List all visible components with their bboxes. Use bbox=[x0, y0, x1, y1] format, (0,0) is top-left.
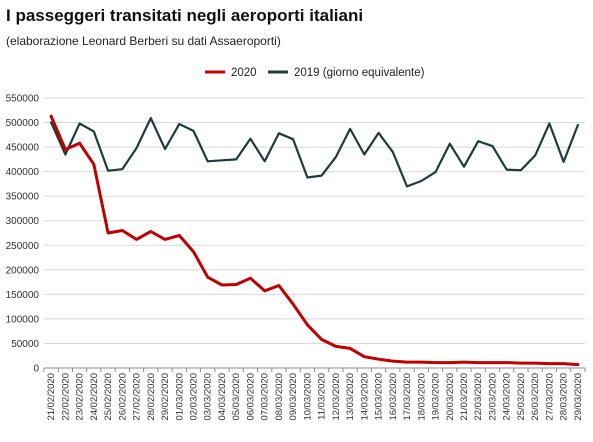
series-line-2020 bbox=[49, 114, 580, 367]
y-tick-label: 350000 bbox=[6, 192, 40, 203]
y-tick-label: 200000 bbox=[6, 265, 40, 276]
x-tick-label: 21/02/2020 bbox=[46, 373, 57, 421]
x-tick-label: 29/03/2020 bbox=[573, 373, 584, 421]
y-tick-label: 550000 bbox=[6, 94, 40, 105]
x-tick-label: 18/03/2020 bbox=[416, 373, 427, 421]
x-tick-label: 03/03/2020 bbox=[203, 373, 214, 421]
x-tick-label: 14/03/2020 bbox=[359, 373, 370, 421]
x-tick-label: 28/03/2020 bbox=[559, 373, 570, 421]
x-tick-label: 06/03/2020 bbox=[245, 373, 256, 421]
y-tick-label: 150000 bbox=[6, 290, 40, 301]
chart-subtitle: (elaborazione Leonard Berberi su dati As… bbox=[6, 34, 281, 48]
x-tick-label: 10/03/2020 bbox=[302, 373, 313, 421]
x-tick-label: 16/03/2020 bbox=[388, 373, 399, 421]
x-tick-label: 23/03/2020 bbox=[487, 373, 498, 421]
y-tick-label: 500000 bbox=[6, 118, 40, 129]
x-tick-label: 24/03/2020 bbox=[502, 373, 513, 421]
legend-label: 2019 (giorno equivalente) bbox=[294, 67, 425, 79]
x-tick-label: 09/03/2020 bbox=[288, 373, 299, 421]
x-tick-label: 13/03/2020 bbox=[345, 373, 356, 421]
y-tick-label: 50000 bbox=[11, 339, 39, 350]
x-tick-label: 07/03/2020 bbox=[260, 373, 271, 421]
x-tick-label: 25/03/2020 bbox=[516, 373, 527, 421]
y-tick-label: 250000 bbox=[6, 241, 40, 252]
x-tick-label: 12/03/2020 bbox=[331, 373, 342, 421]
x-tick-label: 26/03/2020 bbox=[530, 373, 541, 421]
x-tick-label: 23/02/2020 bbox=[75, 373, 86, 421]
chart-title: I passeggeri transitati negli aeroporti … bbox=[6, 6, 364, 25]
x-tick-label: 04/03/2020 bbox=[217, 373, 228, 421]
x-tick-label: 01/03/2020 bbox=[174, 373, 185, 421]
y-tick-label: 100000 bbox=[6, 314, 40, 325]
x-tick-label: 08/03/2020 bbox=[274, 373, 285, 421]
x-tick-label: 27/03/2020 bbox=[544, 373, 555, 421]
y-tick-label: 450000 bbox=[6, 143, 40, 154]
y-tick-label: 400000 bbox=[6, 167, 40, 178]
x-tick-label: 21/03/2020 bbox=[459, 373, 470, 421]
x-tick-label: 27/02/2020 bbox=[132, 373, 143, 421]
y-tick-label: 0 bbox=[33, 364, 39, 375]
x-tick-label: 17/03/2020 bbox=[402, 373, 413, 421]
x-tick-label: 22/02/2020 bbox=[60, 373, 71, 421]
x-tick-label: 20/03/2020 bbox=[445, 373, 456, 421]
x-tick-label: 29/02/2020 bbox=[160, 373, 171, 421]
x-tick-label: 28/02/2020 bbox=[146, 373, 157, 421]
x-tick-label: 25/02/2020 bbox=[103, 373, 114, 421]
x-tick-label: 02/03/2020 bbox=[188, 373, 199, 421]
legend-label: 2020 bbox=[231, 67, 257, 79]
x-tick-label: 11/03/2020 bbox=[317, 373, 328, 420]
x-tick-label: 15/03/2020 bbox=[374, 373, 385, 421]
series-line-2019 bbox=[49, 116, 580, 188]
x-tick-label: 24/02/2020 bbox=[89, 373, 100, 421]
x-tick-label: 05/03/2020 bbox=[231, 373, 242, 421]
x-tick-label: 22/03/2020 bbox=[473, 373, 484, 421]
x-tick-label: 19/03/2020 bbox=[431, 373, 442, 421]
x-tick-label: 26/02/2020 bbox=[117, 373, 128, 421]
y-tick-label: 300000 bbox=[6, 216, 40, 227]
